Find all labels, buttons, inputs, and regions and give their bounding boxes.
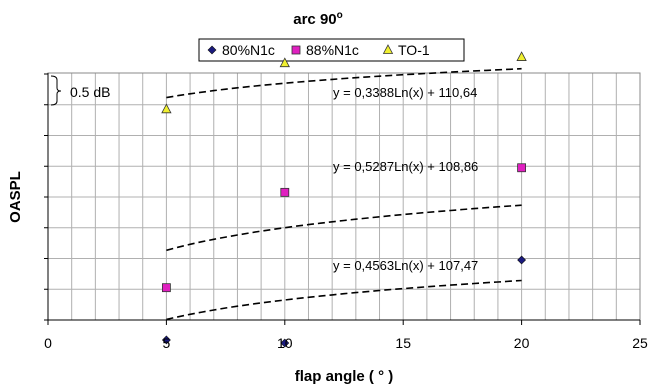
legend-items: 80%N1c 88%N1c TO-1 [207, 42, 430, 58]
horizontal-gridlines [48, 104, 640, 290]
x-tick-label: 25 [632, 335, 648, 351]
scale-brace [50, 75, 62, 106]
chart-title-superscript: o [337, 10, 343, 21]
x-tick-label: 20 [514, 335, 530, 351]
data-point-triangle [161, 103, 172, 114]
x-tick-label: 5 [163, 335, 171, 351]
data-point-square [280, 187, 290, 197]
trendline-diamond [166, 279, 522, 321]
data-point-diamond [161, 335, 171, 345]
trendline-equations: y = 0,4563Ln(x) + 107,47 y = 0,5287Ln(x) … [333, 85, 478, 273]
data-point-square [517, 163, 526, 173]
y-axis-label: OASPL [7, 171, 24, 223]
plot-area: y = 0,4563Ln(x) + 107,47 y = 0,5287Ln(x) … [44, 51, 641, 348]
x-tick-labels: 0 5 10 15 20 25 [44, 335, 648, 351]
trendlines [166, 67, 522, 321]
data-point-triangle [279, 57, 290, 68]
trendline-equation: y = 0,3388Ln(x) + 110,64 [333, 85, 477, 100]
legend-label: TO-1 [398, 42, 430, 58]
x-tick-label: 15 [395, 335, 411, 351]
data-markers [161, 51, 527, 348]
scale-label: 0.5 dB [70, 84, 110, 100]
legend-box [198, 38, 465, 62]
chart-title-main: arc 90 [293, 11, 336, 28]
trendline-equation: y = 0,5287Ln(x) + 108,86 [333, 159, 478, 174]
legend-marker-square [291, 45, 301, 55]
x-tick-label: 0 [44, 335, 52, 351]
x-axis-label: flap angle ( ° ) [295, 368, 394, 385]
data-point-square [161, 283, 171, 293]
x-axis-ticks [47, 320, 641, 325]
legend-label: 80%N1c [222, 42, 275, 58]
legend-marker-triangle [382, 44, 394, 54]
data-point-diamond [517, 255, 527, 265]
legend-label: 88%N1c [306, 42, 359, 58]
x-tick-label: 10 [277, 335, 293, 351]
scale-annotation: 0.5 dB [50, 75, 110, 106]
trendline-equation: y = 0,4563Ln(x) + 107,47 [333, 258, 478, 273]
chart-title: arc 90o [293, 10, 342, 28]
trendline-triangle [166, 67, 522, 99]
data-point-triangle [516, 51, 527, 61]
legend: 80%N1c 88%N1c TO-1 [198, 38, 465, 62]
y-axis-ticks [44, 73, 48, 321]
trendline-square [166, 204, 522, 252]
legend-marker-diamond [207, 45, 217, 55]
data-point-diamond [280, 338, 290, 348]
